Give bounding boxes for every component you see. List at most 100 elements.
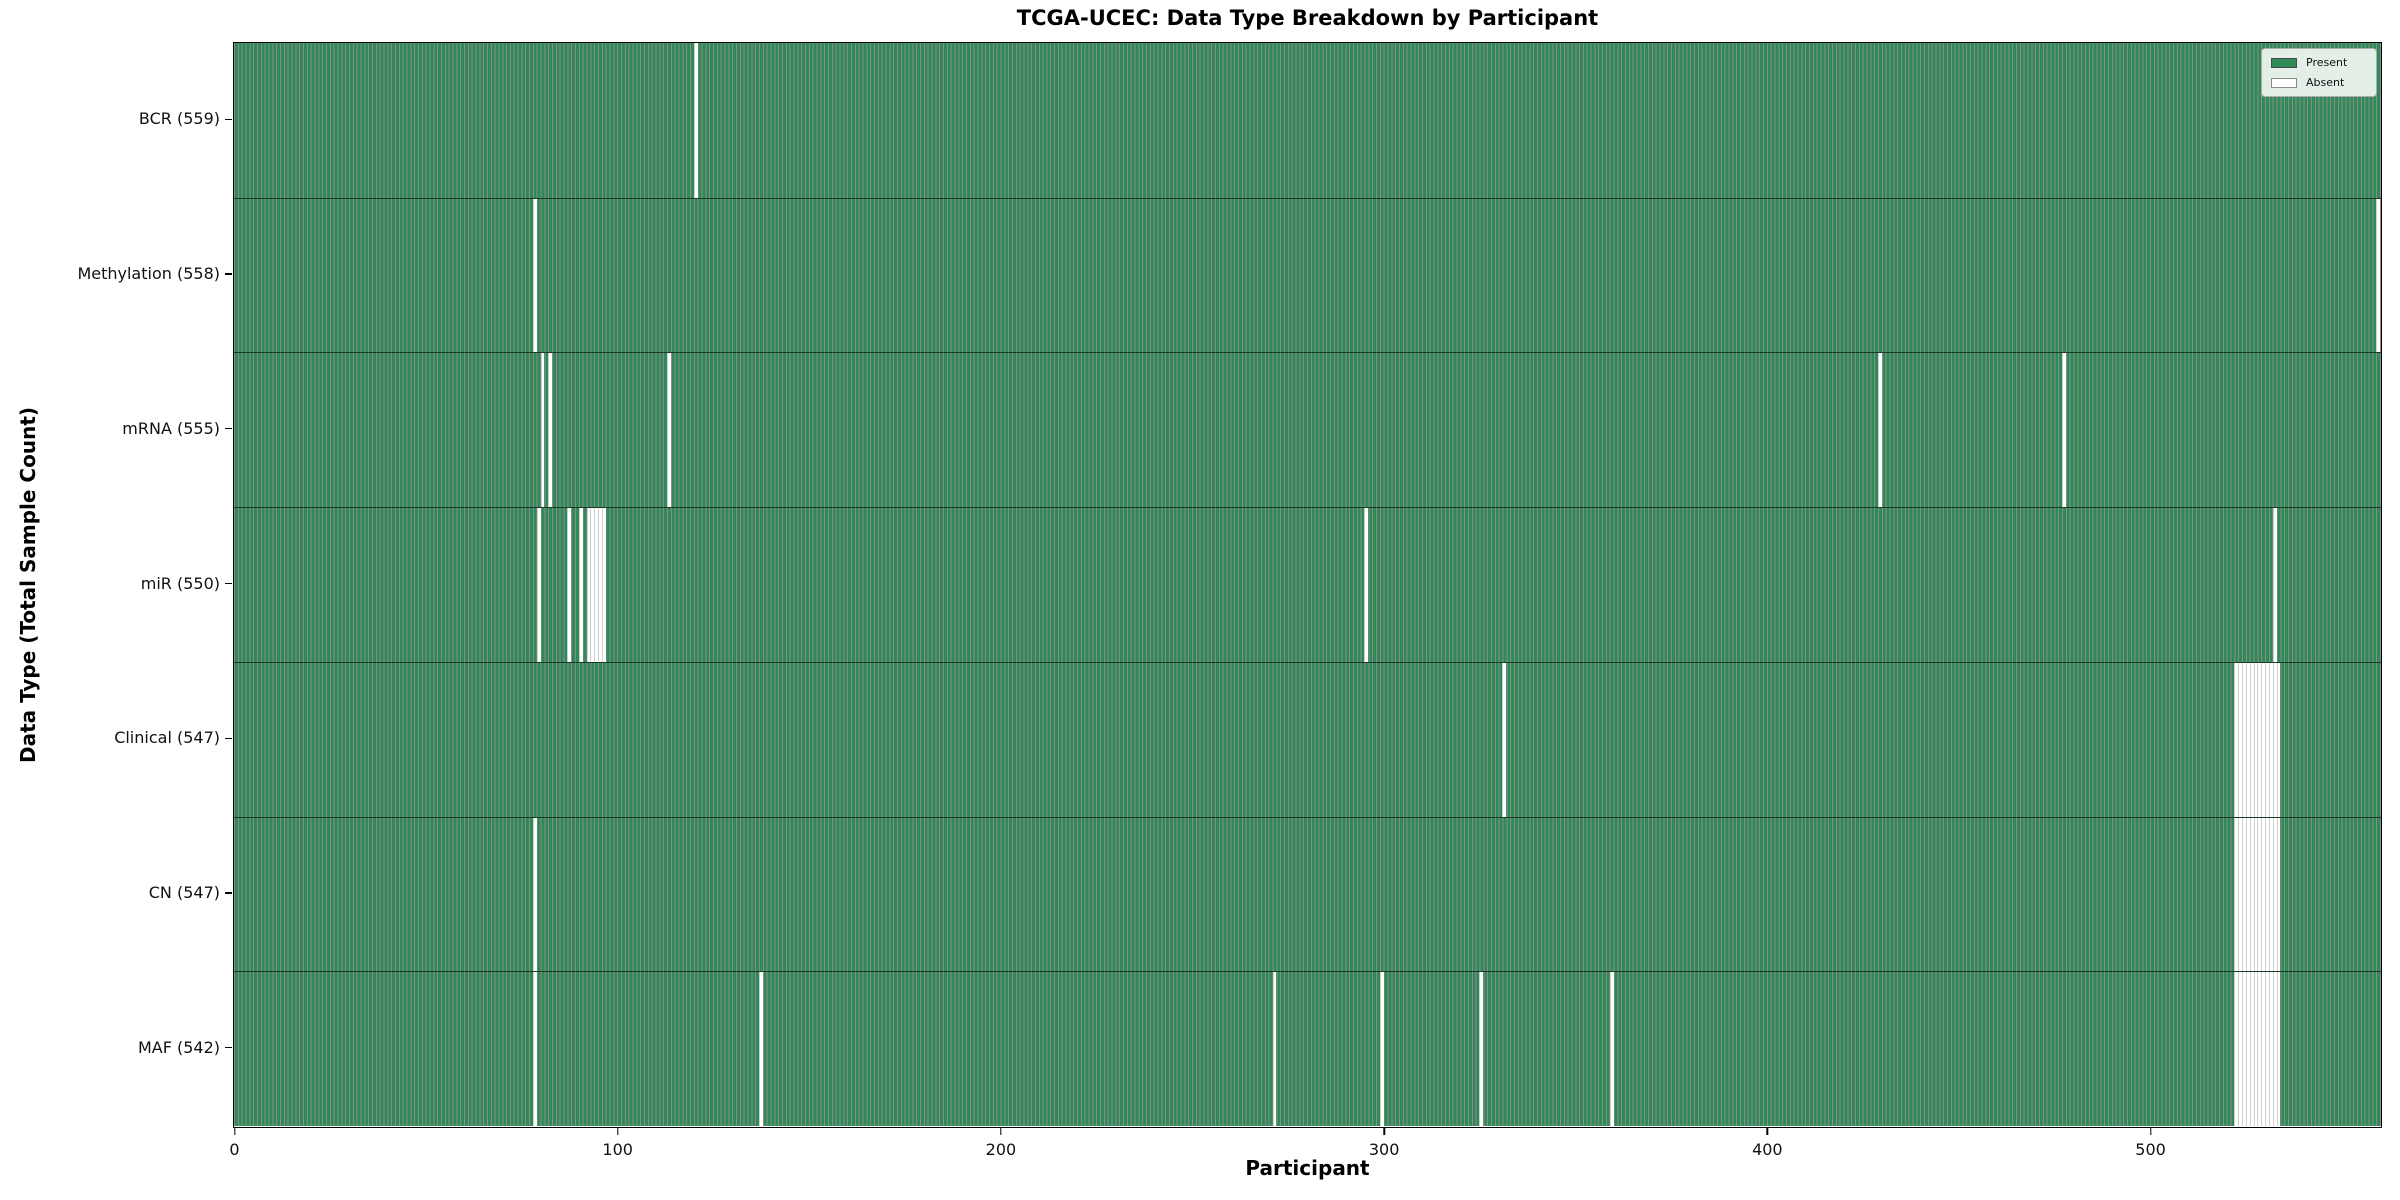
absent-gap [2234, 662, 2239, 817]
absent-gap [2272, 972, 2277, 1126]
x-tick-label: 400 [1752, 1140, 1783, 1159]
absent-gap [2249, 817, 2254, 972]
absent-gap [2272, 662, 2277, 817]
y-tick-label: CN (547) [148, 882, 220, 902]
y-tick-label: Clinical (547) [114, 728, 220, 748]
absent-gap [586, 508, 591, 662]
absent-gap [2238, 972, 2243, 1126]
y-tick-mark [225, 737, 232, 739]
y-tick-mark [225, 582, 232, 585]
absent-gap [2272, 508, 2277, 662]
absent-gap [1502, 662, 1507, 817]
absent-gap [2061, 353, 2066, 508]
absent-gap [1479, 972, 1484, 1126]
absent-gap [2249, 662, 2254, 817]
absent-gap [548, 353, 553, 508]
y-tick-mark [225, 118, 232, 121]
x-tick-mark [233, 1128, 236, 1135]
absent-gap [2268, 817, 2273, 972]
absent-gap [667, 353, 671, 508]
absent-gap [1877, 353, 1882, 508]
x-tick-mark [1000, 1128, 1002, 1135]
legend-label-absent: Absent [2306, 76, 2345, 89]
chart-row-bcr [234, 43, 2381, 198]
absent-gap [2265, 662, 2269, 817]
absent-gap [594, 508, 599, 662]
x-tick-label: 200 [985, 1140, 1017, 1159]
absent-gap [532, 972, 537, 1126]
absent-gap [2249, 972, 2254, 1126]
absent-gap [1609, 972, 1614, 1126]
absent-gap [598, 508, 602, 662]
absent-gap [2253, 817, 2258, 972]
x-tick-label: 300 [1368, 1140, 1400, 1159]
absent-gap [759, 972, 763, 1126]
chart-title: TCGA-UCEC: Data Type Breakdown by Partic… [1016, 6, 1599, 30]
x-tick-mark [1383, 1128, 1385, 1135]
absent-gap [2257, 662, 2262, 817]
chart-row-maf [234, 971, 2381, 1126]
absent-gap [2261, 817, 2266, 972]
absent-gap [2242, 972, 2246, 1126]
absent-gap [601, 508, 606, 662]
absent-gap [2234, 972, 2239, 1126]
legend: Present Absent [2261, 48, 2377, 97]
absent-gap [2238, 662, 2243, 817]
absent-gap [2245, 972, 2250, 1126]
legend-label-present: Present [2306, 56, 2348, 69]
absent-gap [693, 43, 698, 198]
chart-row-cn [234, 816, 2381, 972]
x-tick-mark [617, 1128, 619, 1135]
chart-row-mrna [234, 352, 2381, 508]
absent-gap [1272, 972, 1277, 1126]
x-tick-label: 0 [229, 1140, 240, 1159]
chart-row-clinical [234, 661, 2381, 817]
plot-area: Present Absent [233, 42, 2382, 1128]
x-tick-mark [2149, 1128, 2152, 1135]
absent-gap [2265, 972, 2269, 1126]
absent-gap [532, 198, 537, 353]
y-tick-label: MAF (542) [137, 1037, 220, 1057]
absent-gap [2272, 817, 2277, 972]
absent-gap [2253, 972, 2258, 1126]
absent-gap [578, 508, 583, 662]
absent-gap [2238, 817, 2243, 972]
absent-gap [1379, 972, 1384, 1126]
absent-gap [2245, 817, 2250, 972]
y-tick-label: BCR (559) [138, 109, 220, 129]
x-tick-mark [1766, 1128, 1769, 1135]
y-tick-label: mRNA (555) [122, 418, 220, 438]
absent-gap [2276, 972, 2281, 1126]
y-tick-label: Methylation (558) [77, 264, 220, 284]
absent-gap [590, 508, 595, 662]
chart-row-mir [234, 507, 2381, 662]
absent-gap [532, 817, 537, 972]
absent-gap [1364, 508, 1369, 662]
legend-swatch-present-icon [2271, 57, 2297, 68]
absent-gap [540, 353, 545, 508]
absent-gap [2261, 972, 2266, 1126]
chart-row-methylation [234, 197, 2381, 353]
absent-gap [2242, 817, 2246, 972]
x-axis-label: Participant [1245, 1156, 1370, 1180]
x-tick-label: 500 [2135, 1140, 2166, 1159]
absent-gap [2257, 817, 2262, 972]
absent-gap [2261, 662, 2266, 817]
legend-item-present: Present [2271, 55, 2367, 70]
absent-gap [2268, 972, 2273, 1126]
absent-gap [2276, 662, 2281, 817]
y-tick-label: miR (550) [140, 573, 220, 593]
legend-swatch-absent-icon [2271, 77, 2297, 88]
y-tick-mark [225, 892, 232, 894]
rows-container [234, 43, 2381, 1127]
y-tick-mark [225, 428, 232, 430]
absent-gap [2268, 662, 2273, 817]
absent-gap [536, 508, 541, 662]
absent-gap [2257, 972, 2262, 1126]
absent-gap [567, 508, 572, 662]
y-tick-mark [225, 273, 232, 275]
absent-gap [2376, 198, 2380, 353]
absent-gap [2234, 817, 2239, 972]
y-tick-mark [225, 1046, 232, 1049]
